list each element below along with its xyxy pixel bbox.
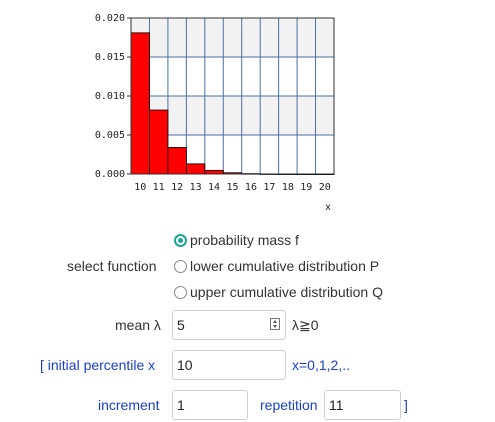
x-tick-label: 12 bbox=[171, 182, 183, 193]
increment-row: increment bbox=[98, 392, 159, 418]
close-bracket-row: ] bbox=[404, 392, 408, 418]
x-tick-label: 18 bbox=[282, 182, 294, 193]
mean-hint-row: λ≧0 bbox=[292, 312, 319, 338]
x-tick-label: 11 bbox=[153, 182, 165, 193]
repetition-label-row: repetition bbox=[260, 392, 318, 418]
y-tick-label: 0.015 bbox=[95, 52, 125, 63]
x-tick-label: 20 bbox=[319, 182, 331, 193]
percentile-hint: x=0,1,2,.. bbox=[292, 357, 350, 373]
mean-input-wrapper bbox=[172, 310, 286, 340]
radio-lower-cumulative[interactable] bbox=[174, 260, 187, 273]
percentile-row: [ initial percentile x bbox=[40, 352, 155, 378]
y-tick-label: 0.020 bbox=[95, 13, 125, 24]
close-bracket: ] bbox=[404, 397, 408, 413]
grid-band bbox=[131, 18, 334, 57]
option-probability-mass[interactable]: probability mass f bbox=[174, 227, 299, 253]
increment-label: increment bbox=[98, 397, 159, 413]
select-function-label: select function bbox=[67, 258, 157, 274]
option-lower-cumulative-label: lower cumulative distribution P bbox=[190, 258, 379, 274]
x-tick-label: 17 bbox=[263, 182, 275, 193]
radio-probability-mass[interactable] bbox=[174, 234, 187, 247]
select-function-row: select function bbox=[67, 253, 157, 279]
bar-13 bbox=[186, 164, 204, 174]
bar-12 bbox=[168, 147, 186, 174]
x-tick-label: 16 bbox=[245, 182, 257, 193]
y-tick-label: 0.005 bbox=[95, 130, 125, 141]
bar-14 bbox=[205, 170, 223, 174]
mean-label: mean λ bbox=[115, 317, 161, 333]
mean-row: mean λ bbox=[115, 312, 161, 338]
spinner-icon[interactable] bbox=[270, 318, 280, 330]
percentile-input[interactable] bbox=[172, 350, 286, 380]
bar-10 bbox=[131, 33, 149, 174]
x-tick-label: 13 bbox=[190, 182, 202, 193]
x-axis-label: x bbox=[325, 202, 331, 213]
x-tick-label: 15 bbox=[226, 182, 238, 193]
y-tick-label: 0.010 bbox=[95, 91, 125, 102]
option-lower-cumulative[interactable]: lower cumulative distribution P bbox=[174, 253, 379, 279]
x-tick-label: 10 bbox=[134, 182, 146, 193]
y-tick-label: 0.000 bbox=[95, 169, 125, 180]
option-upper-cumulative[interactable]: upper cumulative distribution Q bbox=[174, 279, 383, 305]
x-tick-label: 19 bbox=[300, 182, 312, 193]
percentile-hint-row: x=0,1,2,.. bbox=[292, 352, 350, 378]
x-tick-label: 14 bbox=[208, 182, 220, 193]
option-probability-mass-label: probability mass f bbox=[190, 232, 299, 248]
pmf-bar-chart: 0.000 0.005 0.010 0.015 0.020 10 11 12 13 14 15 16 1… bbox=[0, 0, 495, 222]
repetition-input[interactable] bbox=[324, 390, 401, 420]
bar-11 bbox=[149, 110, 167, 174]
percentile-label: [ initial percentile x bbox=[40, 357, 155, 373]
increment-input[interactable] bbox=[172, 390, 248, 420]
mean-hint: λ≧0 bbox=[292, 317, 319, 334]
radio-upper-cumulative[interactable] bbox=[174, 286, 187, 299]
repetition-label: repetition bbox=[260, 397, 318, 413]
option-upper-cumulative-label: upper cumulative distribution Q bbox=[190, 284, 383, 300]
mean-input[interactable] bbox=[172, 310, 286, 340]
